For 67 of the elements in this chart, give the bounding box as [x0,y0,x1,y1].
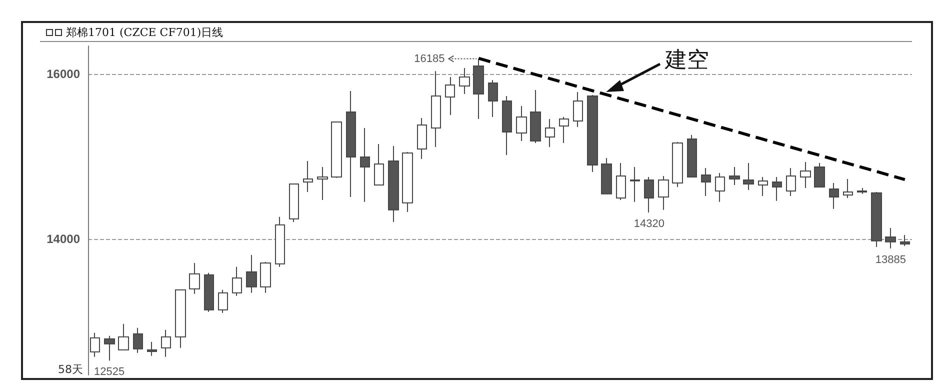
candlestick [246,254,257,294]
candlestick [587,94,598,172]
annotation: 12525 [94,366,125,378]
candlestick [204,272,214,312]
candlestick [445,76,455,116]
candlestick [743,162,754,190]
candlestick [147,341,157,356]
candlestick [701,167,711,196]
candlestick [218,289,228,314]
candlestick [885,227,896,249]
candlestick [644,176,654,214]
candlestick [715,172,725,202]
candlestick [289,183,299,222]
candlestick [530,90,541,144]
chart-title: 郑棉1701 (CZCE CF701)日线 [66,25,224,40]
candlestick [829,182,839,210]
candlestick [104,335,115,362]
candlestick [516,106,527,142]
candlestick [814,162,825,188]
candlestick [800,162,811,188]
candlestick [900,234,910,246]
candlestick [402,151,413,212]
candlestick [118,323,129,350]
candlestick [317,166,328,200]
annotation: 14320 [634,218,664,230]
candlestick [473,58,484,120]
candlestick [687,134,697,178]
candlestick [871,191,882,248]
candlestick [133,327,143,354]
candlestick [672,141,683,188]
candlestick [374,143,384,186]
candlestick [601,157,612,194]
candlestick [559,116,569,144]
candlestick [729,166,740,186]
candlestick [360,127,370,202]
candlestick [346,90,356,198]
candlestick [488,80,498,118]
candlestick [758,176,768,196]
candlestick [175,289,186,348]
candlestick [857,187,867,194]
candlestick [786,167,796,196]
candlestick [630,166,640,202]
candlestick [161,329,171,358]
y-tick-label: 16000 [46,67,80,82]
candlestick [232,266,242,296]
candlestick [189,262,200,294]
candlestick [260,261,271,294]
candlestick [573,92,583,128]
annotation: 16185 [414,52,445,65]
candlestick [388,146,399,222]
candlestick [303,160,313,192]
candlestick [616,162,626,200]
y-tick-label: 14000 [46,232,80,246]
annotation: 建空 [665,47,709,75]
candlestick [545,118,555,148]
candlestick [331,122,342,178]
text: 58天 [58,362,83,377]
candlestick [502,96,512,156]
candlestick [90,332,100,358]
candlestick [275,216,285,268]
candlestick [772,176,782,202]
candlestick [843,178,853,198]
candlestick [417,117,427,160]
annotation: 13885 [875,254,906,266]
candlestick [431,70,441,148]
candlestick [459,68,470,94]
candlestick [658,175,669,210]
